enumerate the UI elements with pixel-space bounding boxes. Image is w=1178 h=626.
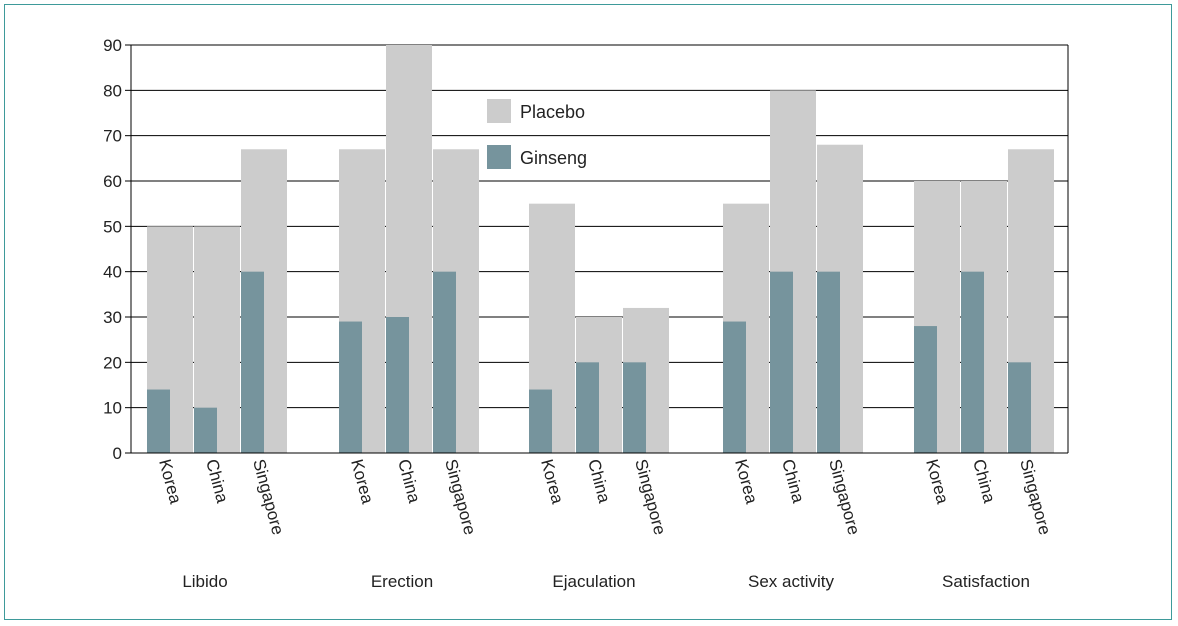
category-label: Korea xyxy=(537,457,567,506)
bar-ginseng-sex-activity-china xyxy=(770,271,793,453)
y-tick-label: 30 xyxy=(103,308,122,327)
category-label: China xyxy=(778,457,808,505)
category-label: Korea xyxy=(347,457,377,506)
category-label: China xyxy=(394,457,424,505)
bar-ginseng-sex-activity-korea xyxy=(723,321,746,453)
bar-ginseng-ejaculation-korea xyxy=(529,389,552,453)
bar-ginseng-libido-singapore xyxy=(241,271,264,453)
axes xyxy=(125,44,1069,454)
category-label: China xyxy=(202,457,232,505)
bar-ginseng-sex-activity-singapore xyxy=(817,271,840,453)
bar-ginseng-erection-korea xyxy=(339,321,362,453)
y-tick-label: 0 xyxy=(113,444,122,463)
group-label: Erection xyxy=(371,572,433,591)
category-label: Singapore xyxy=(249,457,287,537)
group-label: Satisfaction xyxy=(942,572,1030,591)
y-tick-label: 10 xyxy=(103,399,122,418)
group-label: Sex activity xyxy=(748,572,834,591)
bar-ginseng-ejaculation-singapore xyxy=(623,362,646,453)
category-label: Korea xyxy=(155,457,185,506)
y-tick-label: 50 xyxy=(103,217,122,236)
y-tick-label: 20 xyxy=(103,353,122,372)
category-label: Singapore xyxy=(441,457,479,537)
legend: Placebo Ginseng xyxy=(487,99,587,169)
gridlines xyxy=(131,44,1068,409)
y-tick-label: 40 xyxy=(103,263,122,282)
bar-ginseng-libido-china xyxy=(194,407,217,453)
category-label: China xyxy=(969,457,999,505)
category-label: Singapore xyxy=(1016,457,1054,537)
bar-ginseng-satisfaction-korea xyxy=(914,326,937,453)
legend-swatch-placebo xyxy=(487,99,511,123)
y-tick-label: 60 xyxy=(103,172,122,191)
group-label: Libido xyxy=(182,572,227,591)
category-label: Korea xyxy=(731,457,761,506)
bars xyxy=(147,45,1054,453)
y-tick-label: 90 xyxy=(103,36,122,55)
category-label: Singapore xyxy=(631,457,669,537)
y-tick-label: 80 xyxy=(103,81,122,100)
bar-ginseng-erection-singapore xyxy=(433,271,456,453)
y-tick-label: 70 xyxy=(103,127,122,146)
category-label: Singapore xyxy=(825,457,863,537)
bar-ginseng-libido-korea xyxy=(147,389,170,453)
legend-swatch-ginseng xyxy=(487,145,511,169)
legend-label-placebo: Placebo xyxy=(520,102,585,122)
group-label: Ejaculation xyxy=(552,572,635,591)
bar-ginseng-ejaculation-china xyxy=(576,362,599,453)
category-label: China xyxy=(584,457,614,505)
bar-ginseng-erection-china xyxy=(386,317,409,453)
bar-ginseng-satisfaction-china xyxy=(961,271,984,453)
bar-ginseng-satisfaction-singapore xyxy=(1008,362,1031,453)
legend-label-ginseng: Ginseng xyxy=(520,148,587,168)
category-label: Korea xyxy=(922,457,952,506)
